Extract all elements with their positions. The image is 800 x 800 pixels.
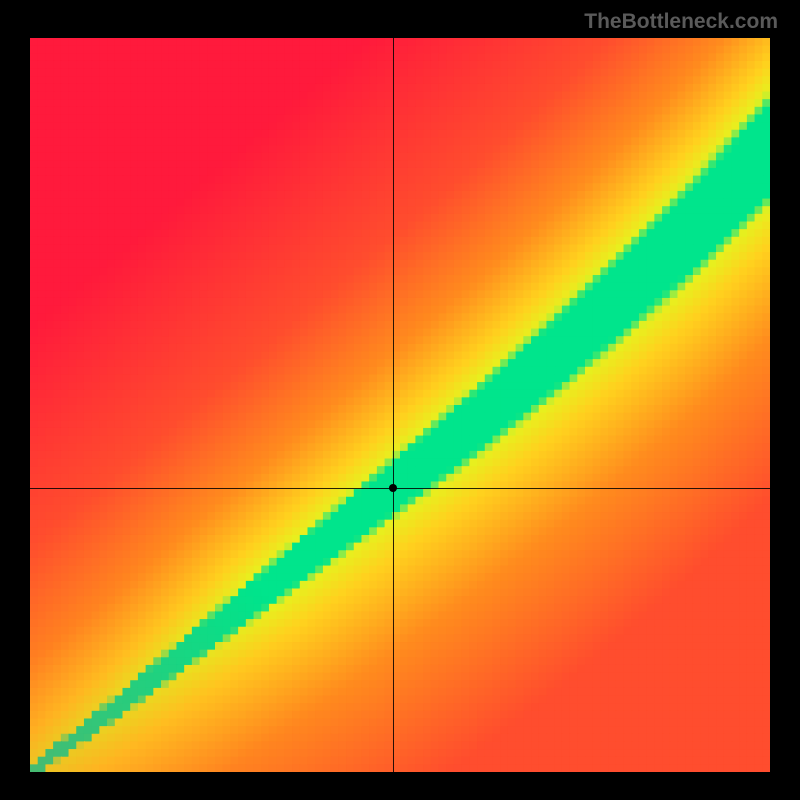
crosshair-vertical [393, 38, 394, 772]
heatmap-canvas [30, 38, 770, 772]
crosshair-marker [389, 484, 397, 492]
crosshair-horizontal [30, 488, 770, 489]
attribution-text: TheBottleneck.com [584, 10, 778, 34]
chart-container: TheBottleneck.com [0, 0, 800, 800]
heatmap-plot [30, 38, 770, 772]
